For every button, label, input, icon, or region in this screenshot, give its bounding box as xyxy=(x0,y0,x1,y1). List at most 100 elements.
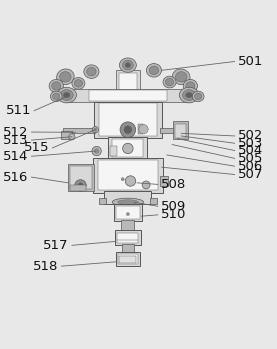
Bar xyxy=(115,230,141,245)
Bar xyxy=(124,137,132,143)
Text: 512: 512 xyxy=(3,126,28,139)
Circle shape xyxy=(69,134,75,140)
Circle shape xyxy=(94,128,97,131)
Ellipse shape xyxy=(186,82,195,90)
Circle shape xyxy=(92,146,101,156)
Ellipse shape xyxy=(117,200,138,205)
Text: 515: 515 xyxy=(24,141,49,155)
Bar xyxy=(94,102,162,138)
Ellipse shape xyxy=(194,93,202,99)
Bar xyxy=(110,146,117,156)
Text: 518: 518 xyxy=(33,260,58,273)
Bar xyxy=(99,103,157,136)
Text: 513: 513 xyxy=(3,134,28,147)
Bar xyxy=(61,131,72,139)
Ellipse shape xyxy=(122,60,133,70)
Bar xyxy=(116,70,140,91)
Bar xyxy=(93,157,163,193)
Bar xyxy=(99,198,106,204)
Text: 506: 506 xyxy=(238,159,263,173)
Ellipse shape xyxy=(173,69,190,85)
Ellipse shape xyxy=(119,58,136,72)
Text: 517: 517 xyxy=(43,239,69,252)
Ellipse shape xyxy=(74,80,83,87)
Circle shape xyxy=(126,213,129,216)
Bar xyxy=(121,220,134,232)
Circle shape xyxy=(75,180,86,191)
Bar xyxy=(150,198,157,204)
Bar xyxy=(68,164,94,192)
Bar xyxy=(116,252,140,266)
Text: 508: 508 xyxy=(161,178,186,191)
Ellipse shape xyxy=(125,63,130,67)
Ellipse shape xyxy=(165,78,174,86)
Bar xyxy=(63,128,95,133)
Ellipse shape xyxy=(146,64,161,77)
Ellipse shape xyxy=(63,92,70,98)
Ellipse shape xyxy=(50,91,62,102)
Bar xyxy=(108,137,147,159)
Ellipse shape xyxy=(57,69,74,85)
Bar xyxy=(173,121,188,139)
Ellipse shape xyxy=(60,72,71,82)
Ellipse shape xyxy=(163,76,176,88)
Text: 507: 507 xyxy=(238,168,263,181)
Circle shape xyxy=(121,178,124,181)
Text: 505: 505 xyxy=(238,152,263,165)
Text: 503: 503 xyxy=(238,137,263,150)
Bar xyxy=(112,139,143,157)
Ellipse shape xyxy=(186,92,192,98)
Text: 501: 501 xyxy=(238,55,263,68)
Ellipse shape xyxy=(52,82,61,90)
Bar xyxy=(160,176,168,186)
Bar xyxy=(70,185,86,191)
Circle shape xyxy=(125,176,136,186)
Bar xyxy=(121,157,134,164)
Bar xyxy=(160,128,175,133)
Text: 504: 504 xyxy=(238,144,263,157)
Circle shape xyxy=(123,143,133,154)
Bar xyxy=(125,142,131,146)
Ellipse shape xyxy=(183,90,196,101)
Circle shape xyxy=(120,122,136,138)
Ellipse shape xyxy=(57,87,76,103)
Circle shape xyxy=(142,181,150,189)
Bar xyxy=(104,191,151,205)
Bar xyxy=(122,244,134,253)
Circle shape xyxy=(139,125,148,134)
Bar xyxy=(65,89,190,102)
Text: 514: 514 xyxy=(3,150,28,163)
Bar xyxy=(119,256,137,263)
Ellipse shape xyxy=(149,66,159,75)
Bar xyxy=(89,90,167,101)
Text: 511: 511 xyxy=(6,104,31,117)
Circle shape xyxy=(94,149,99,154)
Ellipse shape xyxy=(112,198,143,206)
Bar xyxy=(175,124,186,138)
Circle shape xyxy=(92,127,98,133)
Ellipse shape xyxy=(72,77,85,89)
Ellipse shape xyxy=(183,80,198,92)
Bar xyxy=(114,204,142,221)
Circle shape xyxy=(124,126,132,134)
Bar xyxy=(117,233,138,243)
Ellipse shape xyxy=(176,72,187,82)
Ellipse shape xyxy=(192,91,204,102)
Bar xyxy=(98,160,158,190)
Bar xyxy=(119,73,137,90)
Text: 502: 502 xyxy=(238,129,263,142)
Bar xyxy=(118,254,137,264)
Bar xyxy=(116,206,140,219)
Bar xyxy=(138,124,143,134)
Ellipse shape xyxy=(179,87,199,103)
Text: 516: 516 xyxy=(3,171,28,184)
Ellipse shape xyxy=(60,90,73,101)
Text: 509: 509 xyxy=(161,200,186,213)
Ellipse shape xyxy=(87,67,96,76)
Bar xyxy=(70,166,92,190)
Ellipse shape xyxy=(49,80,63,92)
Text: 510: 510 xyxy=(161,208,187,221)
Ellipse shape xyxy=(53,93,60,99)
Circle shape xyxy=(78,183,83,188)
Ellipse shape xyxy=(84,65,99,79)
